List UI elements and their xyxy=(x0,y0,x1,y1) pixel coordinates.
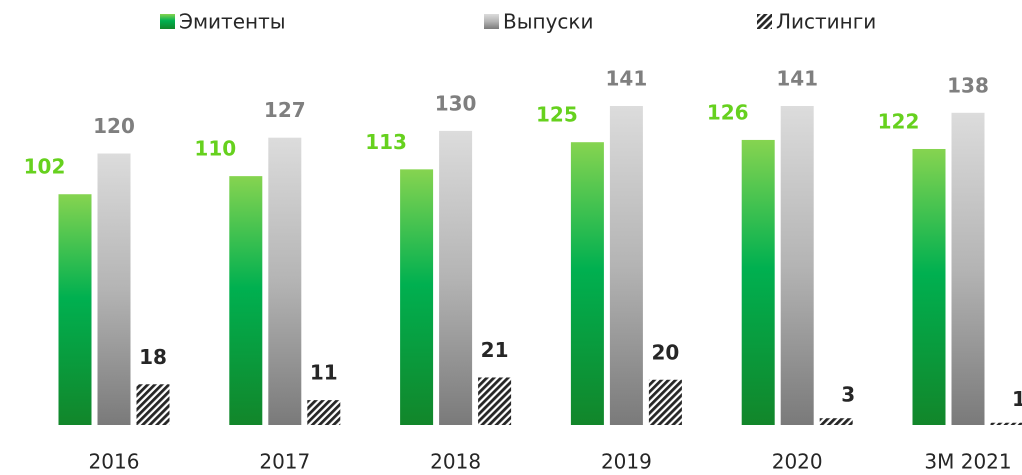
value-label: 126 xyxy=(707,100,749,124)
bar xyxy=(990,422,1022,425)
value-label: 141 xyxy=(606,67,648,91)
value-label: 1 xyxy=(1012,387,1022,411)
legend-swatch xyxy=(484,14,499,29)
x-tick-label: 2019 xyxy=(601,450,652,474)
value-label: 141 xyxy=(776,67,818,91)
bar xyxy=(819,418,853,425)
value-label: 102 xyxy=(24,155,66,179)
value-label: 3 xyxy=(841,383,855,407)
value-label: 138 xyxy=(947,73,989,97)
value-label: 21 xyxy=(481,338,509,362)
value-label: 120 xyxy=(93,114,135,138)
value-label: 113 xyxy=(365,130,407,154)
bar xyxy=(741,139,775,426)
value-label: 127 xyxy=(264,98,306,122)
legend-label: Листинги xyxy=(776,10,876,34)
value-label: 125 xyxy=(536,103,578,127)
value-label: 18 xyxy=(139,345,167,369)
bar xyxy=(307,400,341,425)
value-label: 130 xyxy=(435,91,477,115)
legend-swatch xyxy=(757,14,772,29)
legend-label: Эмитенты xyxy=(179,10,286,34)
value-label: 122 xyxy=(878,109,920,133)
value-label: 110 xyxy=(194,137,236,161)
bar xyxy=(609,106,643,425)
bar xyxy=(400,169,434,425)
bar xyxy=(439,130,473,425)
bar xyxy=(229,176,263,425)
bar xyxy=(136,384,170,425)
legend-label: Выпуски xyxy=(503,10,594,34)
bar xyxy=(268,137,302,425)
bar xyxy=(951,112,985,425)
x-tick-label: 2018 xyxy=(430,450,481,474)
x-tick-label: 2020 xyxy=(772,450,823,474)
legend-swatch xyxy=(160,14,175,29)
value-label: 20 xyxy=(651,340,679,364)
x-tick-label: 2017 xyxy=(259,450,310,474)
x-tick-label: 2016 xyxy=(89,450,140,474)
bar xyxy=(912,148,946,425)
x-tick-label: 3M 2021 xyxy=(924,450,1011,474)
bar xyxy=(648,379,682,425)
bar xyxy=(570,142,604,425)
bar xyxy=(780,106,814,425)
value-label: 11 xyxy=(310,361,338,385)
bar xyxy=(58,194,92,425)
bar xyxy=(97,153,131,426)
bar xyxy=(478,377,512,425)
